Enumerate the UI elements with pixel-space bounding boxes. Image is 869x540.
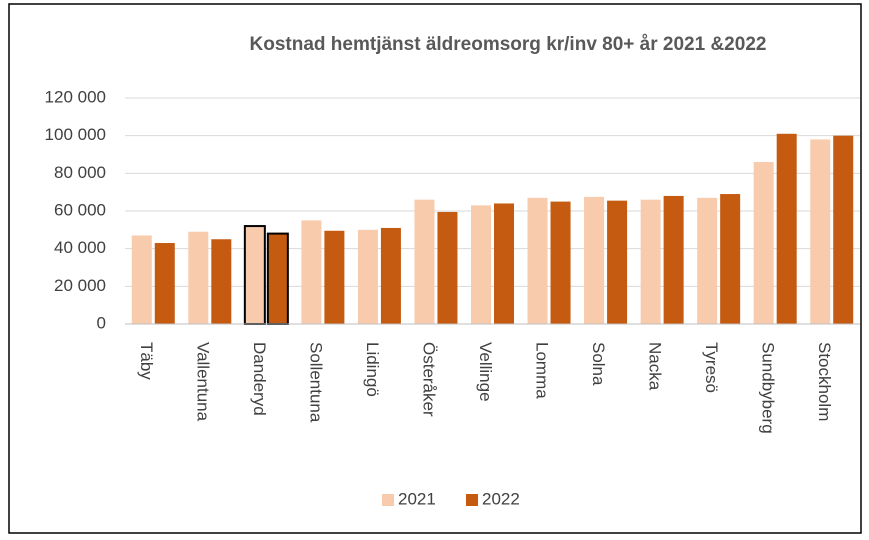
x-tick-label: Vallentuna [193, 342, 212, 422]
bar [154, 243, 175, 324]
y-tick-label: 120 000 [45, 87, 106, 106]
bar [810, 139, 831, 324]
bar [527, 197, 548, 324]
x-tick-label: Tyresö [702, 342, 721, 393]
bar [776, 133, 797, 324]
bar [266, 232, 289, 326]
x-tick-label: Nacka [646, 342, 665, 391]
y-tick-label: 0 [97, 313, 106, 332]
bar [301, 220, 322, 324]
bar [414, 199, 435, 324]
bar [753, 162, 774, 324]
x-tick-label: Lidingö [363, 342, 382, 397]
y-tick-label: 100 000 [45, 125, 106, 144]
bar [584, 196, 605, 324]
x-tick-label: Täby [137, 342, 156, 380]
x-tick-label: Lomma [533, 342, 552, 399]
chart-title: Kostnad hemtjänst äldreomsorg kr/inv 80+… [250, 34, 767, 55]
y-tick-label: 20 000 [54, 276, 106, 295]
bar [607, 200, 628, 324]
bar [550, 201, 571, 324]
bar [188, 231, 209, 324]
bar [494, 203, 514, 324]
y-tick-label: 60 000 [54, 200, 106, 219]
bar [380, 227, 401, 324]
bar [357, 229, 378, 324]
bar [640, 199, 661, 324]
x-tick-label: Sundbyberg [759, 342, 778, 434]
x-tick-label: Sollentuna [306, 342, 325, 423]
bar [131, 235, 152, 324]
x-tick-label: Stockholm [815, 342, 834, 421]
bar [663, 195, 684, 324]
x-tick-label: Österåker [419, 342, 438, 417]
legend-swatch [382, 494, 394, 506]
bar [833, 135, 854, 324]
y-tick-label: 80 000 [54, 163, 106, 182]
bar [211, 239, 232, 324]
bar [697, 197, 718, 324]
bar [720, 194, 741, 324]
bar [243, 225, 266, 325]
bar [437, 211, 458, 324]
legend-label: 2021 [398, 489, 436, 508]
x-tick-label: Solna [589, 342, 608, 386]
x-tick-label: Danderyd [250, 342, 269, 416]
legend-label: 2022 [482, 489, 520, 508]
legend-swatch [466, 494, 478, 506]
x-tick-label: Vellinge [476, 342, 495, 402]
bar [324, 230, 345, 324]
y-tick-label: 40 000 [54, 238, 106, 257]
bar [471, 205, 491, 324]
